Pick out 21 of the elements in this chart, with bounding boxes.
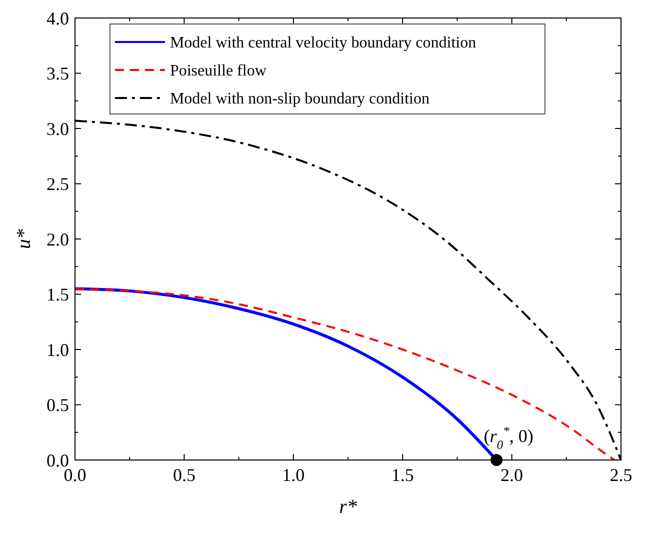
x-tick-label: 2.5 (610, 465, 632, 485)
y-tick-label: 0.5 (46, 395, 69, 416)
y-tick-label: 3.0 (46, 118, 69, 139)
y-tick-label: 1.0 (46, 340, 69, 360)
y-tick-label: 1.5 (46, 284, 69, 305)
x-tick-label: 0.5 (172, 465, 196, 485)
legend-label: Model with non-slip boundary condition (170, 90, 430, 108)
line-series (74, 288, 616, 461)
legend-label: Model with central velocity boundary condition (170, 34, 476, 52)
x-tick-label: 1.5 (391, 465, 414, 485)
x-tick-label: 2.0 (500, 465, 524, 485)
legend-label: Poiseuille flow (170, 62, 267, 80)
y-tick-label: 4.0 (46, 8, 69, 28)
x-tick-label: 1.0 (282, 465, 305, 485)
y-tick-label: 3.5 (46, 64, 69, 84)
x-axis-title: r* (339, 496, 357, 518)
y-tick-label: 0.0 (46, 450, 69, 470)
annotation: (r$_{0}$$^{*}$, 0) (484, 424, 534, 452)
y-tick-label: 2.5 (46, 174, 69, 194)
y-tick-label: 2.0 (46, 229, 69, 250)
y-axis-title: u* (13, 229, 35, 249)
